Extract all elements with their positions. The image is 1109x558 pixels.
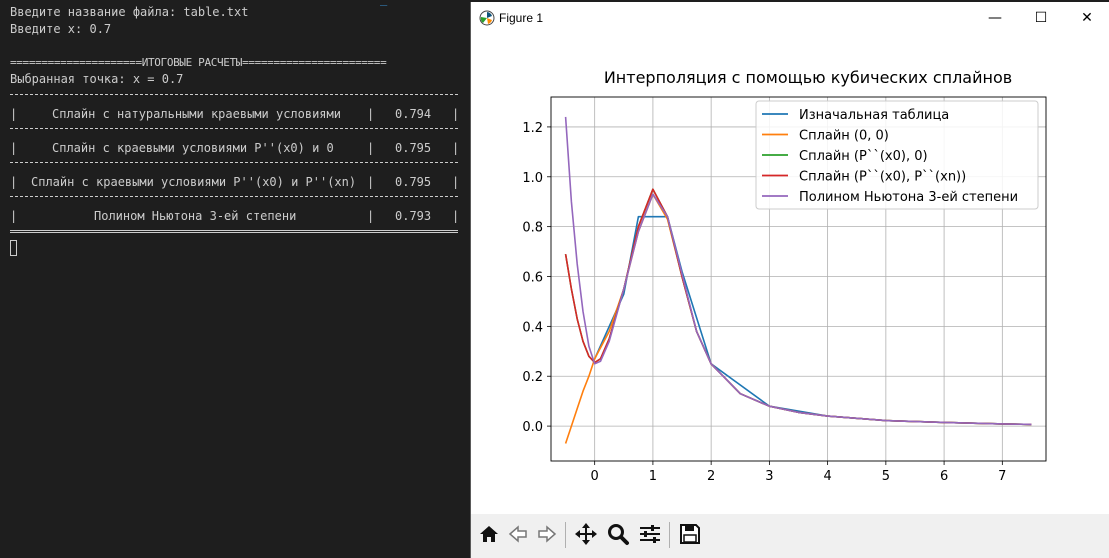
terminal-panel[interactable]: _ Введите название файла: table.txt Введ… xyxy=(0,0,470,558)
row-value: 0.795 xyxy=(395,141,432,155)
table-separator xyxy=(10,94,458,95)
legend-label: Полином Ньютона 3-ей степени xyxy=(799,190,1018,205)
row-label: Сплайн с натуральными краевыми условиями xyxy=(52,107,341,121)
zoom-icon xyxy=(608,524,629,545)
axis-layer: 0 1 2 3 4 5 6 7 0.0 0.2 0.4 0.6 0.8 1.0 1.2 xyxy=(522,96,1047,484)
series-layer xyxy=(564,116,1032,444)
forward-button[interactable] xyxy=(533,520,561,548)
subplots-button[interactable] xyxy=(636,520,664,548)
terminal-line-filename: Введите название файла: table.txt xyxy=(10,5,249,19)
terminal-line-x: Введите x: 0.7 xyxy=(10,22,112,36)
save-button[interactable] xyxy=(676,520,704,548)
table-border: | xyxy=(452,209,460,223)
series-line-3 xyxy=(564,188,1032,426)
table-bottom-border xyxy=(10,230,458,233)
row-value: 0.794 xyxy=(395,107,432,121)
y-tick-label: 0.4 xyxy=(522,320,543,335)
table-border: | xyxy=(452,141,460,155)
y-tick-label: 0.8 xyxy=(522,221,543,236)
series-line-2 xyxy=(564,188,1032,426)
table-border: | xyxy=(452,175,460,189)
row-value: 0.795 xyxy=(395,175,432,189)
x-tick-label: 5 xyxy=(882,469,890,484)
chart: Интерполяция с помощью кубических сплайн… xyxy=(522,68,1047,484)
x-tick-label: 7 xyxy=(998,469,1006,484)
back-button[interactable] xyxy=(504,520,532,548)
table-border: | xyxy=(452,107,460,121)
x-tick-label: 0 xyxy=(591,469,599,484)
figure-window: Figure 1 — ☐ ✕ Интерполяция с помощью ку… xyxy=(470,2,1109,558)
table-separator xyxy=(10,196,458,197)
chart-title: Интерполяция с помощью кубических сплайн… xyxy=(604,68,1012,87)
matplotlib-logo-icon xyxy=(479,10,495,26)
y-tick-label: 0.0 xyxy=(522,420,543,435)
x-tick-label: 2 xyxy=(707,469,715,484)
x-tick-label: 4 xyxy=(823,469,831,484)
home-button[interactable] xyxy=(475,520,503,548)
pan-icon xyxy=(575,523,597,545)
table-border: | xyxy=(10,107,18,121)
row-label: Полином Ньютона 3-ей степени xyxy=(94,209,297,223)
legend-label: Изначальная таблица xyxy=(799,108,949,123)
legend-label: Сплайн (P``(x0), 0) xyxy=(799,149,928,164)
table-border: | xyxy=(10,141,18,155)
axes-frame xyxy=(550,96,1047,462)
table-border: | xyxy=(367,209,375,223)
save-icon xyxy=(680,524,700,544)
navigation-toolbar xyxy=(471,514,1109,558)
terminal-header-line: =====================ИТОГОВЫЕ РАСЧЕТЫ===… xyxy=(10,56,387,69)
table-border: | xyxy=(367,141,375,155)
table-separator xyxy=(10,162,458,163)
window-titlebar[interactable]: Figure 1 — ☐ ✕ xyxy=(471,2,1109,34)
table-border: | xyxy=(10,209,18,223)
plot-canvas[interactable]: Интерполяция с помощью кубических сплайн… xyxy=(471,34,1109,512)
subplots-icon xyxy=(640,525,660,543)
table-border: | xyxy=(367,107,375,121)
legend-box xyxy=(755,100,1039,210)
y-tick-label: 1.2 xyxy=(522,121,543,136)
maximize-button[interactable]: ☐ xyxy=(1018,2,1064,34)
x-tick-label: 1 xyxy=(649,469,657,484)
window-title: Figure 1 xyxy=(499,11,544,25)
legend-label: Сплайн (P``(x0), P``(xn)) xyxy=(799,170,966,185)
terminal-line-point: Выбранная точка: x = 0.7 xyxy=(10,72,184,86)
minimize-icon: — xyxy=(988,10,1002,26)
x-tick-label: 3 xyxy=(765,469,773,484)
terminal-cursor xyxy=(10,240,17,256)
terminal-top-fragment: _ xyxy=(380,0,387,6)
maximize-icon: ☐ xyxy=(1034,10,1048,26)
y-tick-label: 1.0 xyxy=(522,171,543,186)
table-border: | xyxy=(367,175,375,189)
y-tick-label: 0.2 xyxy=(522,370,543,385)
y-tick-label: 0.6 xyxy=(522,271,543,286)
close-button[interactable]: ✕ xyxy=(1064,2,1109,34)
legend: Изначальная таблица Сплайн (0, 0) Сплайн (… xyxy=(755,100,1039,210)
zoom-button[interactable] xyxy=(604,520,632,548)
pan-button[interactable] xyxy=(572,520,600,548)
legend-label: Сплайн (0, 0) xyxy=(799,129,889,144)
toolbar-divider xyxy=(669,522,670,548)
back-arrow-icon xyxy=(508,525,527,543)
close-icon: ✕ xyxy=(1081,10,1093,26)
toolbar-divider xyxy=(565,522,566,548)
row-label: Сплайн с краевыми условиями P''(x0) и P'… xyxy=(31,175,357,189)
minimize-button[interactable]: — xyxy=(972,2,1018,34)
x-tick-label: 6 xyxy=(940,469,948,484)
table-border: | xyxy=(10,175,18,189)
series-line-0 xyxy=(593,215,1032,426)
forward-arrow-icon xyxy=(538,525,557,543)
row-label: Сплайн с краевыми условиями P''(x0) и 0 xyxy=(52,141,334,155)
home-icon xyxy=(480,526,498,542)
series-line-4 xyxy=(564,116,1032,426)
row-value: 0.793 xyxy=(395,209,432,223)
table-separator xyxy=(10,128,458,129)
